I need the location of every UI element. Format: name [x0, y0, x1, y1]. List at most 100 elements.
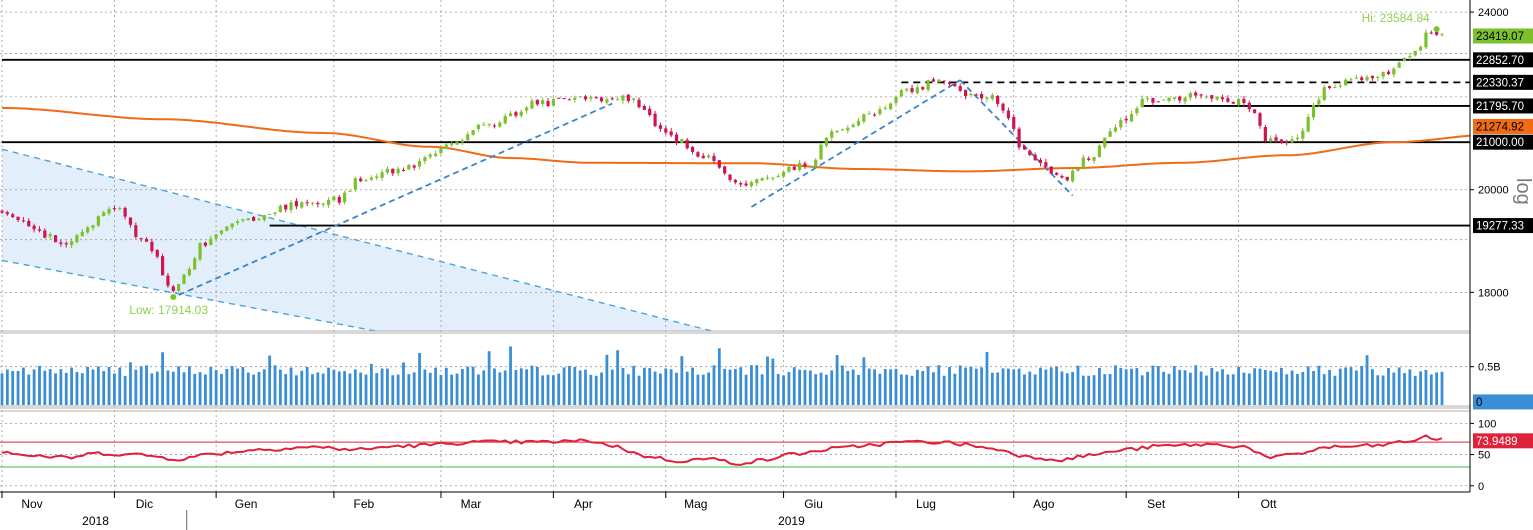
candle-body — [1033, 154, 1037, 161]
candle-body — [235, 221, 240, 224]
candle-body — [171, 286, 175, 291]
volume-bar — [0, 373, 4, 405]
candle-body — [685, 139, 689, 149]
volume-bar — [1403, 373, 1406, 405]
panel-frames — [0, 0, 1471, 493]
candle-body — [894, 96, 898, 104]
candle-body — [417, 160, 422, 167]
volume-bar — [712, 365, 716, 405]
candle-body — [262, 215, 266, 220]
candle-body — [310, 202, 315, 204]
volume-bar — [653, 371, 657, 405]
volume-bar — [1381, 375, 1385, 405]
candle-body — [996, 95, 1000, 104]
candle-body — [878, 109, 882, 115]
volume-bar — [921, 370, 925, 405]
candle-body — [889, 103, 893, 110]
candle-body — [150, 241, 154, 252]
volume-bar — [953, 373, 957, 405]
volume-bar — [728, 369, 732, 405]
candle-body — [589, 97, 593, 99]
level-tag: 22330.37 — [1476, 77, 1524, 89]
candle-body — [246, 218, 250, 221]
candle-body — [867, 113, 871, 115]
candle-body — [525, 107, 529, 111]
volume-bar — [814, 374, 818, 405]
volume-value-tag-bg — [1473, 394, 1533, 410]
candle-body — [690, 146, 695, 152]
candle-body — [69, 241, 74, 245]
volume-bar — [316, 372, 320, 405]
candle-body — [503, 116, 507, 124]
candle-body — [412, 165, 416, 168]
volume-bar — [685, 371, 689, 405]
volume-bar — [187, 366, 191, 405]
volume-bar — [402, 362, 405, 405]
candle-body — [846, 127, 850, 131]
candle-body — [1295, 137, 1300, 140]
volume-bar — [150, 373, 154, 405]
candle-body — [808, 165, 812, 167]
volume-bar — [541, 375, 545, 405]
candle-body — [787, 166, 791, 172]
volume-bar — [54, 373, 57, 405]
month-label: Nov — [21, 497, 42, 511]
volume-bar — [851, 369, 855, 405]
volume-bar — [1435, 372, 1439, 405]
volume-bar — [364, 374, 368, 405]
candle-body — [1183, 97, 1187, 102]
candle-body — [1418, 46, 1423, 51]
candle-body — [43, 230, 47, 238]
candle-body — [337, 196, 341, 203]
last-price-tag: 23419.07 — [1476, 31, 1524, 43]
volume-bar — [1285, 374, 1289, 405]
candle-body — [27, 220, 31, 227]
volume-bar — [295, 375, 298, 405]
candle-body — [492, 125, 497, 127]
volume-bar — [680, 356, 684, 405]
candle-body — [1097, 145, 1101, 157]
volume-bar — [525, 369, 529, 405]
volume-bar — [369, 363, 373, 405]
volume-bar — [1360, 365, 1364, 405]
candle-body — [632, 98, 636, 100]
volume-bar — [1049, 367, 1053, 405]
candle-body — [1231, 101, 1235, 104]
volume-bar — [1413, 375, 1417, 405]
volume-bar — [519, 368, 523, 405]
candle-body — [1001, 103, 1005, 111]
volume-bar — [102, 371, 106, 405]
volume-bar — [958, 365, 962, 405]
volume-bar — [1178, 369, 1182, 405]
candle-body — [573, 97, 577, 100]
volume-bar — [964, 367, 967, 405]
candle-body — [289, 202, 293, 210]
volume-bar — [1317, 365, 1321, 405]
volume-bar — [808, 370, 812, 405]
volume-bar — [1205, 375, 1208, 405]
candle-body — [391, 168, 395, 174]
volume-bar — [75, 371, 79, 405]
candle-body — [32, 225, 36, 230]
volume-bar — [846, 370, 850, 405]
volume-bar — [723, 368, 727, 405]
volume-bar — [289, 367, 293, 405]
volume-bar — [145, 365, 148, 405]
candle-body — [798, 162, 802, 171]
candle-body — [134, 225, 138, 237]
volume-bar — [1162, 371, 1166, 405]
volume-bar — [798, 369, 802, 405]
volume-bar — [252, 374, 255, 405]
volume-bar — [1028, 371, 1032, 405]
volume-bar — [905, 374, 909, 405]
candle-body — [562, 98, 566, 100]
volume-bar — [1328, 369, 1331, 405]
volume-bar — [889, 369, 893, 405]
volume-bar — [990, 372, 994, 405]
volume-bar — [589, 374, 593, 405]
candle-body — [1392, 68, 1396, 75]
volume-bar — [605, 354, 609, 405]
volume-bar — [48, 369, 52, 405]
volume-bar — [396, 374, 400, 405]
candle-body — [664, 128, 668, 133]
